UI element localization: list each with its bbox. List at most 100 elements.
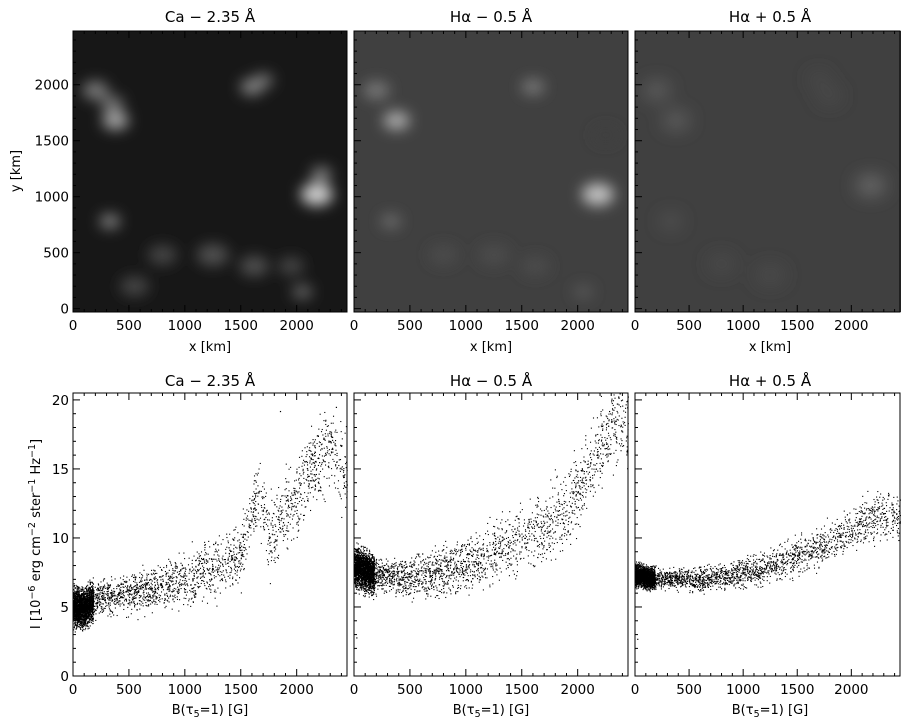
scatter-point	[87, 608, 89, 610]
scatter-point	[288, 530, 290, 532]
scatter-point	[135, 587, 137, 589]
scatter-point	[162, 578, 164, 580]
scatter-point	[151, 601, 153, 603]
scatter-point	[82, 621, 84, 623]
scatter-point	[367, 563, 369, 565]
scatter-point	[235, 546, 237, 548]
scatter-point	[280, 510, 282, 512]
scatter-point	[437, 560, 439, 562]
scatter-point	[289, 523, 291, 525]
scatter-point	[219, 571, 221, 573]
scatter-point	[73, 617, 75, 619]
scatter-point	[78, 608, 80, 610]
scatter-point	[129, 590, 131, 592]
scatter-point	[122, 583, 124, 585]
scatter-point	[557, 514, 559, 516]
scatter-point	[303, 459, 305, 461]
scatter-point	[81, 626, 83, 628]
scatter-point	[302, 514, 305, 517]
scatter-point	[313, 480, 315, 482]
scatter-point	[76, 615, 78, 617]
scatter-point	[183, 576, 185, 578]
scatter-point	[79, 610, 81, 612]
scatter-point	[260, 542, 262, 545]
scatter-point	[306, 460, 308, 463]
scatter-point	[581, 448, 583, 450]
scatter-point	[145, 582, 147, 584]
scatter-point	[104, 578, 106, 580]
scatter-point	[104, 600, 107, 602]
scatter-point	[225, 570, 227, 572]
scatter-point	[103, 584, 106, 586]
scatter-point	[243, 569, 245, 571]
scatter-point	[591, 459, 593, 461]
scatter-point	[503, 538, 506, 540]
scatter-point	[262, 509, 265, 511]
scatter-point	[177, 590, 179, 592]
scatter-point	[91, 608, 93, 610]
scatter-point	[80, 615, 82, 617]
scatter-point	[205, 562, 207, 565]
scatter-point	[231, 559, 233, 561]
scatter-point	[141, 577, 143, 579]
scatter-point	[128, 595, 130, 597]
scatter-point	[341, 438, 343, 440]
scatter-point	[80, 614, 82, 616]
scatter-point	[133, 597, 135, 599]
scatter-point	[580, 480, 582, 482]
scatter-point	[481, 548, 483, 550]
scatter-point	[183, 567, 185, 569]
scatter-point	[252, 495, 254, 497]
scatter-point	[268, 519, 270, 521]
scatter-point	[85, 611, 87, 613]
scatter-point	[76, 589, 79, 591]
scatter-point	[322, 434, 324, 436]
scatter-point	[84, 609, 86, 611]
scatter-point	[199, 567, 202, 569]
scatter-point	[160, 579, 162, 581]
scatter-point	[185, 597, 187, 600]
scatter-point	[468, 567, 470, 569]
scatter-point	[118, 592, 121, 594]
scatter-point	[118, 592, 120, 594]
scatter-point	[74, 618, 76, 620]
scatter-point	[146, 582, 148, 584]
bright-feature	[292, 284, 313, 299]
scatter-point	[309, 466, 311, 468]
scatter-point	[127, 594, 129, 596]
scatter-point	[341, 445, 343, 447]
scatter-point	[112, 600, 114, 602]
scatter-point	[86, 607, 89, 609]
scatter-point	[332, 451, 334, 453]
scatter-point	[199, 573, 201, 575]
scatter-point	[244, 513, 246, 515]
scatter-point	[137, 587, 139, 589]
bright-feature	[708, 254, 735, 273]
scatter-point	[323, 455, 325, 457]
scatter-point	[204, 544, 206, 546]
scatter-point	[293, 487, 295, 489]
scatter-point	[198, 564, 200, 566]
scatter-point	[203, 567, 205, 569]
scatter-point	[283, 518, 285, 520]
scatter-point	[81, 621, 83, 623]
scatter-point	[86, 608, 88, 610]
scatter-point	[264, 507, 266, 509]
scatter-point	[74, 625, 76, 627]
scatter-point	[123, 604, 125, 606]
scatter-point	[452, 585, 454, 587]
scatter-point	[87, 615, 89, 617]
scatter-point	[276, 498, 278, 500]
scatter-point	[135, 577, 137, 579]
scatter-point	[317, 477, 319, 479]
scatter-point	[291, 494, 293, 496]
scatter-point	[139, 587, 141, 589]
scatter-point	[209, 585, 212, 587]
scatter-point	[334, 431, 336, 433]
scatter-point	[279, 410, 282, 413]
scatter-point	[85, 585, 88, 587]
scatter-point	[313, 474, 315, 476]
scatter-point	[252, 508, 255, 510]
scatter-point	[183, 587, 185, 590]
scatter-point	[184, 567, 186, 569]
